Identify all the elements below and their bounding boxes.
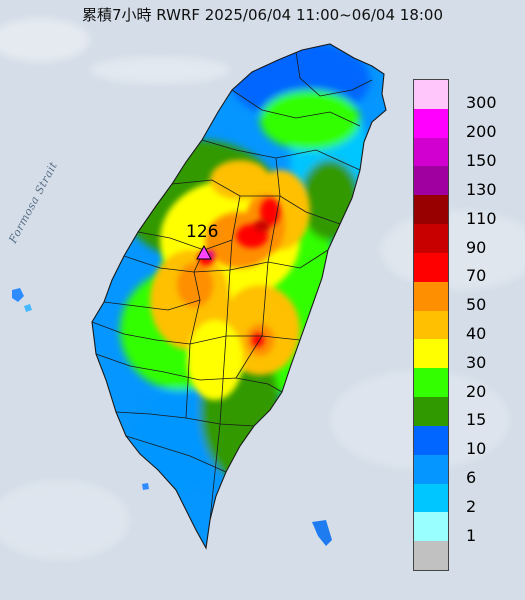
legend-swatch xyxy=(414,397,448,426)
legend-label: 150 xyxy=(466,151,497,171)
legend-swatch xyxy=(414,80,448,109)
peak-value-label: 126 xyxy=(186,222,219,242)
legend-label: 40 xyxy=(466,324,487,343)
legend-swatch xyxy=(414,483,448,513)
cloud-texture xyxy=(0,18,525,560)
legend-swatch xyxy=(414,252,448,282)
legend-swatch xyxy=(414,425,448,455)
legend-label: 90 xyxy=(466,237,487,257)
legend-label: 130 xyxy=(466,179,497,199)
islands-small xyxy=(12,288,332,546)
legend-label: 300 xyxy=(466,93,497,113)
legend-label: 10 xyxy=(466,439,487,459)
legend-swatch xyxy=(414,281,448,311)
legend-label: 50 xyxy=(466,295,487,315)
legend-label: 6 xyxy=(466,468,477,488)
legend-swatch xyxy=(414,224,448,253)
legend-swatch xyxy=(414,166,448,196)
legend-label: 1 xyxy=(466,525,477,545)
legend-swatch xyxy=(414,512,448,542)
legend-swatch xyxy=(414,454,448,484)
legend-swatch xyxy=(414,137,448,167)
legend-label: 15 xyxy=(466,410,487,430)
legend-swatch xyxy=(414,339,448,369)
legend-swatch xyxy=(414,541,448,571)
legend-label: 30 xyxy=(466,352,487,372)
map-title: 累積7小時 RWRF 2025/06/04 11:00~06/04 18:00 xyxy=(81,6,444,24)
legend-label: 20 xyxy=(466,381,487,401)
legend-label: 110 xyxy=(466,208,497,228)
color-scale-legend xyxy=(413,79,449,571)
island-outline xyxy=(91,43,387,550)
legend-label: 200 xyxy=(466,122,497,142)
legend-label: 2 xyxy=(466,496,477,516)
peak-marker xyxy=(196,244,212,260)
legend-swatch xyxy=(414,310,448,340)
legend-label: 70 xyxy=(466,266,487,286)
legend-swatch xyxy=(414,368,448,398)
legend-swatch xyxy=(414,195,448,225)
legend-swatch xyxy=(414,108,448,138)
county-boundaries xyxy=(91,51,373,521)
legend-labels: 300 200 150 130 110 90 70 50 40 30 20 15 10 6 2 1 xyxy=(454,79,524,571)
